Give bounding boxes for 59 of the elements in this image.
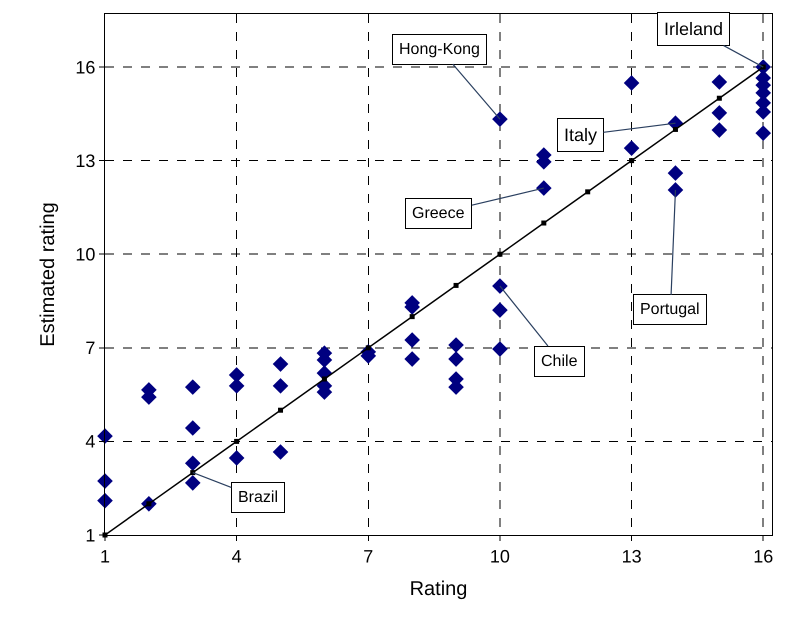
point xyxy=(448,337,464,353)
y-tick-label: 4 xyxy=(85,432,96,452)
x-tick-label: 7 xyxy=(363,546,374,567)
point xyxy=(278,408,284,413)
annotation: Irleland xyxy=(664,19,724,39)
point xyxy=(755,125,772,141)
y-tick-label: 16 xyxy=(75,57,96,78)
point xyxy=(404,351,420,367)
point xyxy=(492,111,508,127)
point xyxy=(668,182,684,198)
point xyxy=(629,158,634,164)
point xyxy=(184,475,201,491)
point xyxy=(322,376,327,382)
x-tick-label: 4 xyxy=(232,546,242,567)
point xyxy=(184,379,201,395)
y-tick-label: 7 xyxy=(85,338,96,358)
point xyxy=(410,314,415,320)
annotation: Greece xyxy=(412,205,465,222)
point xyxy=(585,189,590,194)
point xyxy=(497,252,502,257)
point xyxy=(668,165,684,181)
point xyxy=(184,455,201,472)
point xyxy=(712,74,728,90)
point xyxy=(184,420,201,436)
point xyxy=(624,140,640,156)
point xyxy=(97,428,113,444)
point xyxy=(624,75,640,91)
x-tick-label: 16 xyxy=(753,546,774,567)
x-tick-label: 13 xyxy=(622,546,642,567)
x-axis-title: Rating xyxy=(410,578,468,600)
point xyxy=(234,438,240,444)
point xyxy=(716,96,722,101)
y-tick-label: 13 xyxy=(75,150,96,171)
point xyxy=(228,378,244,394)
point xyxy=(404,332,420,348)
point xyxy=(272,444,288,460)
y-tick-label: 1 xyxy=(85,525,96,546)
y-tick-label: 10 xyxy=(75,244,96,265)
point xyxy=(272,356,288,372)
point xyxy=(672,126,678,132)
point xyxy=(541,220,546,226)
point xyxy=(712,105,728,121)
annotation: Hong-Kong xyxy=(399,41,480,58)
point xyxy=(492,302,508,318)
point xyxy=(454,282,459,288)
point xyxy=(492,341,508,357)
annotation: Chile xyxy=(541,353,578,370)
point xyxy=(448,351,464,367)
x-tick-label: 1 xyxy=(100,546,110,567)
point xyxy=(536,180,552,196)
y-axis-title: Estimated rating xyxy=(36,202,59,347)
point xyxy=(228,450,244,466)
annotation: Italy xyxy=(564,125,598,145)
point xyxy=(272,378,288,394)
point xyxy=(492,278,508,294)
annotation: Brazil xyxy=(238,489,278,506)
point xyxy=(712,122,728,138)
annotation: Portugal xyxy=(640,301,700,318)
x-tick-label: 10 xyxy=(490,546,510,567)
